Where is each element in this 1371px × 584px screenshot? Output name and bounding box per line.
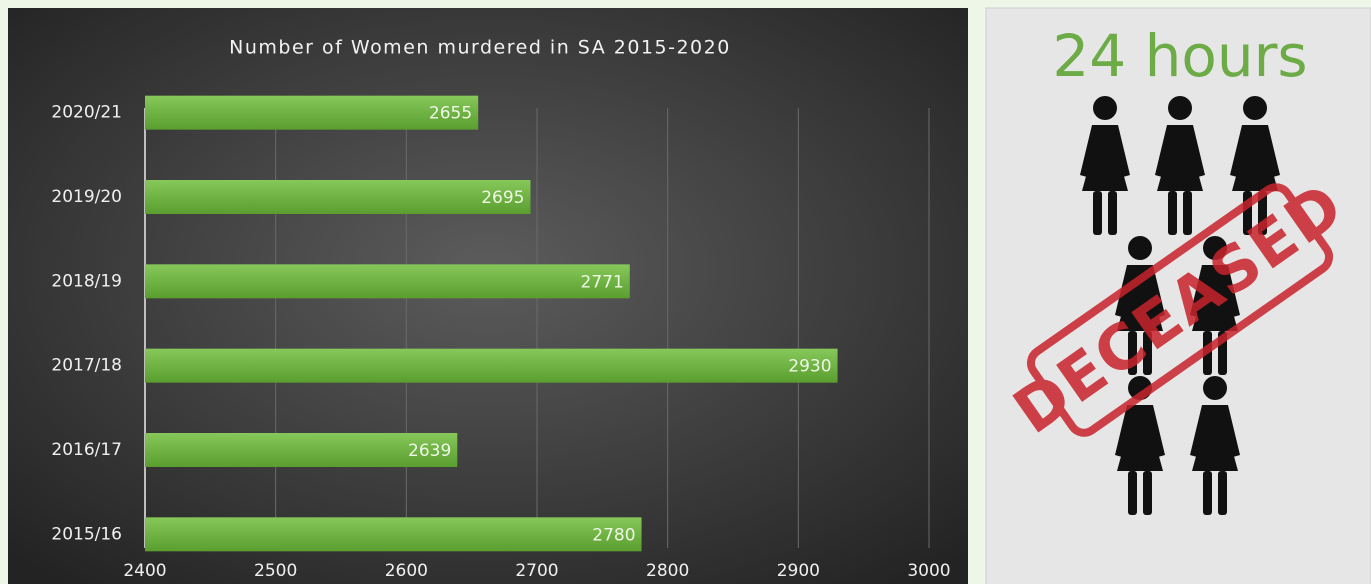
bar — [145, 180, 531, 214]
value-label: 2695 — [481, 188, 524, 208]
bar — [145, 348, 838, 383]
value-label: 2780 — [592, 525, 635, 545]
x-tick-label: 2900 — [777, 561, 820, 581]
y-tick-label: 2018/19 — [51, 271, 122, 291]
y-tick-label: 2016/17 — [51, 440, 122, 460]
value-label: 2771 — [581, 272, 624, 292]
value-label: 2930 — [788, 357, 831, 377]
chart-title: Number of Women murdered in SA 2015-2020 — [229, 37, 731, 59]
chart: Number of Women murdered in SA 2015-2020… — [51, 37, 950, 582]
x-tick-label: 3000 — [907, 561, 950, 581]
bar — [145, 517, 642, 552]
infographic-title: 24 hours — [1052, 22, 1307, 90]
x-tick-label: 2600 — [385, 561, 428, 581]
y-tick-label: 2017/18 — [51, 356, 122, 376]
y-tick-label: 2019/20 — [51, 187, 122, 207]
bar — [145, 433, 458, 467]
value-label: 2639 — [408, 441, 451, 461]
y-tick-label: 2020/21 — [51, 103, 122, 123]
bar — [145, 264, 630, 299]
x-tick-label: 2700 — [515, 561, 558, 581]
stamp-border — [1026, 183, 1334, 437]
x-tick-label: 2400 — [123, 561, 166, 581]
value-label: 2655 — [429, 104, 472, 124]
x-tick-label: 2800 — [646, 561, 689, 581]
x-tick-label: 2500 — [254, 561, 297, 581]
bar — [145, 95, 479, 130]
y-tick-label: 2015/16 — [51, 524, 122, 544]
